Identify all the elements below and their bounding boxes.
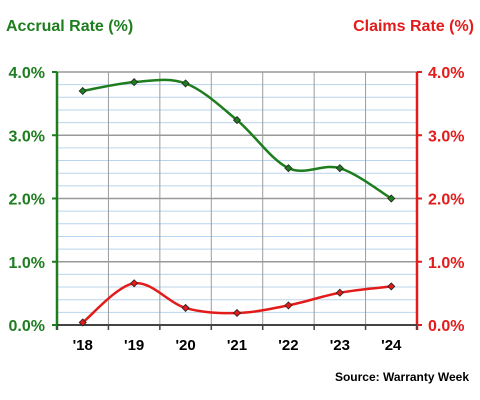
- x-tick-label: '19: [124, 337, 144, 354]
- right-axis-title: Claims Rate (%): [353, 18, 474, 35]
- source-note: Source: Warranty Week: [335, 370, 469, 384]
- x-tick-label: '22: [278, 337, 298, 354]
- gridlines: [57, 71, 417, 325]
- accrual-rate-point: [232, 116, 242, 125]
- accrual-rate-point: [181, 79, 190, 88]
- left-axis-title: Accrual Rate (%): [6, 18, 133, 35]
- x-tick-label: '23: [330, 337, 350, 354]
- x-tick-label: '21: [227, 337, 247, 354]
- claims-rate-point: [284, 301, 293, 310]
- left-tick-label: 0.0%: [9, 318, 45, 335]
- right-tick-label: 4.0%: [428, 65, 464, 82]
- claims-rate-point: [78, 318, 87, 327]
- x-tick-label: '24: [381, 337, 402, 354]
- axes: [52, 71, 422, 330]
- right-tick-label: 0.0%: [428, 318, 464, 335]
- right-tick-label: 1.0%: [428, 255, 464, 272]
- accrual-rate-point: [130, 78, 139, 87]
- left-tick-label: 1.0%: [9, 255, 45, 272]
- claims-rate-point: [335, 288, 344, 297]
- left-tick-label: 4.0%: [9, 65, 45, 82]
- right-tick-label: 2.0%: [428, 192, 464, 209]
- claims-rate-point: [130, 279, 139, 288]
- left-tick-label: 3.0%: [9, 128, 45, 145]
- accrual-rate-point: [284, 164, 293, 173]
- accrual-rate-point: [335, 164, 344, 173]
- left-tick-label: 2.0%: [9, 192, 45, 209]
- claims-rate-point: [181, 303, 190, 312]
- right-tick-label: 3.0%: [428, 128, 464, 145]
- series-lines: [78, 78, 396, 327]
- x-tick-label: '18: [73, 337, 93, 354]
- x-tick-label: '20: [175, 337, 195, 354]
- claims-rate-point: [387, 282, 396, 291]
- accrual-rate-point: [387, 194, 396, 203]
- tick-labels: 0.0% 0.0% 1.0% 1.0% 2.0% 2.0% 3.0% 3.0% 4.0% 4.0%…: [9, 65, 465, 354]
- claims-rate-point: [232, 308, 242, 318]
- accrual-rate-point: [78, 86, 87, 96]
